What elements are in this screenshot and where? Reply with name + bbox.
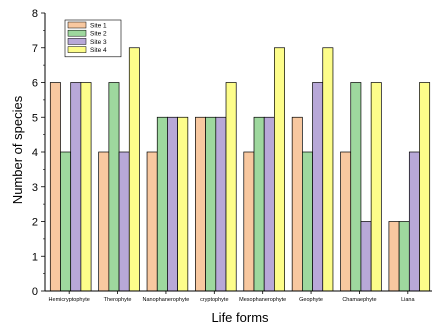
bar-therophyte-site-2 [108, 82, 120, 292]
bar-liana-site-1 [388, 221, 400, 292]
bar-liana-site-2 [398, 221, 410, 292]
legend-label-site-3: Site 3 [90, 39, 107, 46]
bar-therophyte-site-4 [128, 47, 140, 292]
bar-geophyte-site-3 [312, 82, 324, 292]
legend-label-site-2: Site 2 [90, 31, 107, 38]
x-tick-label: Nanophanerophyte [143, 297, 190, 303]
bar-liana-site-4 [419, 82, 431, 292]
y-tick-label: 3 [32, 182, 38, 194]
bar-geophyte-site-4 [322, 47, 334, 292]
legend-label-site-4: Site 4 [90, 47, 107, 54]
bar-hemicryptophyte-site-4 [80, 82, 92, 292]
y-tick-label: 6 [32, 78, 38, 90]
bar-mesophanerophyte-site-2 [253, 116, 265, 292]
legend-swatch-site-1 [67, 21, 87, 29]
y-axis-title: Number of species [10, 95, 25, 204]
bar-chamaephyte-site-4 [370, 82, 382, 292]
y-tick-label: 0 [32, 286, 38, 298]
bar-cryptophyte-site-2 [205, 116, 217, 292]
bar-hemicryptophyte-site-1 [49, 82, 61, 292]
bar-therophyte-site-3 [118, 151, 130, 292]
legend-label-site-1: Site 1 [90, 23, 107, 30]
bar-chamaephyte-site-1 [340, 151, 352, 292]
x-tick-label: cryptophyte [200, 297, 228, 303]
bar-hemicryptophyte-site-3 [70, 82, 82, 292]
y-tick-label: 8 [32, 8, 38, 20]
bar-liana-site-3 [408, 151, 420, 292]
bar-mesophanerophyte-site-1 [243, 151, 255, 292]
bar-cryptophyte-site-3 [215, 116, 227, 292]
x-tick-label: Mesophanerophyte [239, 297, 286, 303]
bar-geophyte-site-1 [291, 116, 303, 292]
bar-hemicryptophyte-site-2 [60, 151, 72, 292]
y-tick-label: 4 [32, 147, 38, 159]
bar-geophyte-site-2 [302, 151, 313, 292]
bar-chamaephyte-site-2 [350, 82, 362, 292]
legend-swatch-site-4 [67, 46, 87, 53]
bars-layer [49, 47, 431, 292]
axes-layer: Hemicryptophyte Therophyte Nanophanerophyt… [32, 8, 432, 303]
x-axis-title: Life forms [211, 310, 269, 325]
x-tick-label: Geophyte [299, 297, 323, 303]
x-tick-label: Chamaephyte [342, 297, 376, 303]
bar-chamaephyte-site-3 [360, 221, 372, 292]
bar-nanophanerophyte-site-3 [167, 116, 178, 292]
legend-swatch-site-2 [67, 29, 87, 37]
y-tick-label: 7 [32, 43, 38, 55]
bar-nanophanerophyte-site-4 [177, 116, 189, 292]
y-tick-label: 5 [32, 112, 38, 124]
y-tick-label: 1 [32, 251, 38, 263]
bar-cryptophyte-site-1 [195, 116, 206, 292]
x-tick-label: Hemicryptophyte [49, 297, 90, 303]
x-tick-label: Therophyte [104, 297, 132, 303]
y-tick-label: 2 [32, 217, 38, 229]
bar-nanophanerophyte-site-1 [146, 151, 158, 292]
bar-cryptophyte-site-4 [225, 82, 237, 292]
legend-swatch-site-3 [67, 38, 87, 45]
bar-therophyte-site-1 [98, 151, 110, 292]
x-tick-label: Liana [401, 297, 415, 303]
bar-mesophanerophyte-site-4 [274, 47, 285, 292]
bar-nanophanerophyte-site-2 [156, 116, 168, 292]
bar-mesophanerophyte-site-3 [263, 116, 275, 292]
